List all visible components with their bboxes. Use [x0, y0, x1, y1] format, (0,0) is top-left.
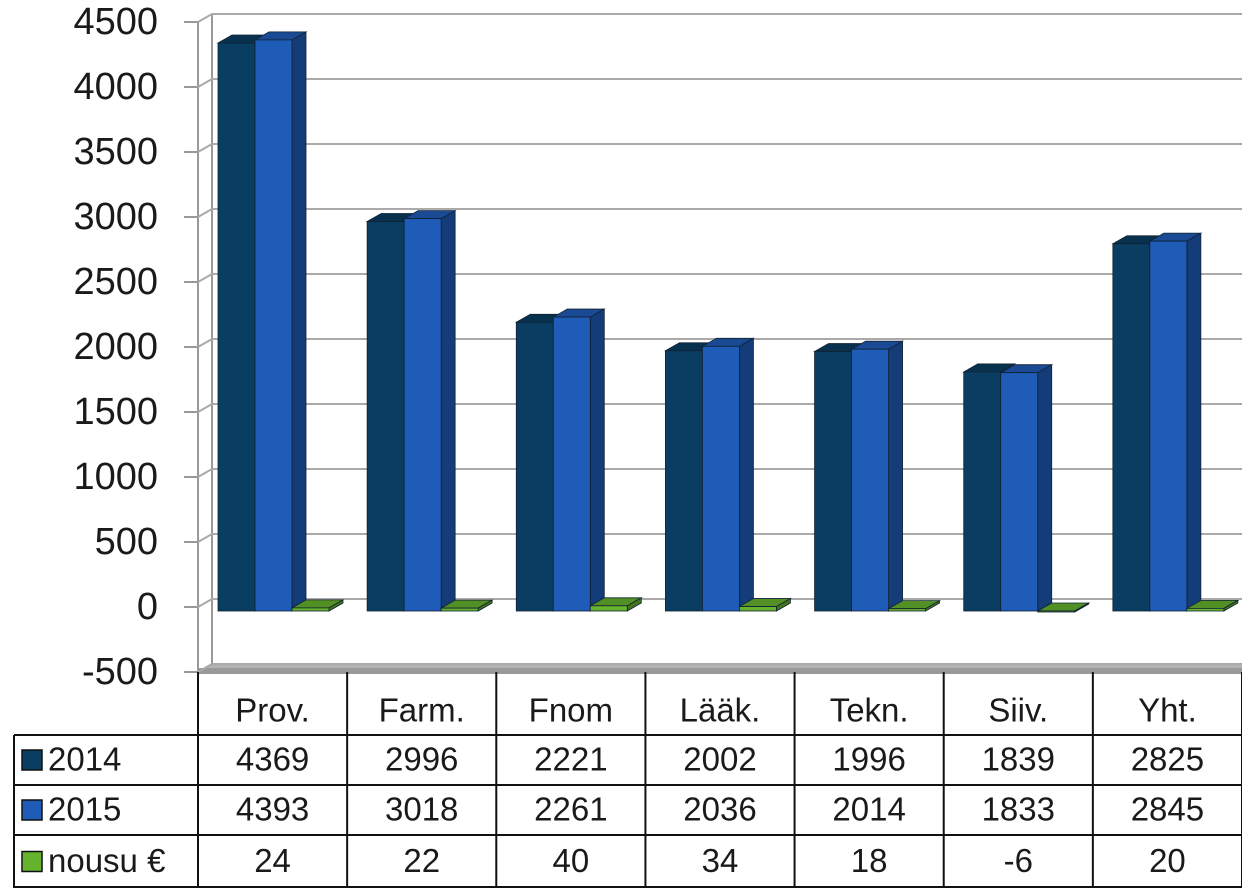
- legend-label: 2015: [48, 791, 121, 828]
- y-tick-label: 500: [95, 521, 158, 563]
- legend-label: 2014: [48, 741, 121, 778]
- floor-edge: [198, 668, 1242, 674]
- bar: [1112, 243, 1151, 612]
- bar-side: [440, 209, 456, 612]
- table-value: 2014: [832, 791, 905, 828]
- table-value: 20: [1149, 842, 1186, 879]
- x-tick-label: Prov.: [235, 692, 310, 729]
- grid-side: [197, 598, 213, 608]
- table-value: 34: [702, 842, 739, 879]
- bar: [665, 350, 703, 612]
- table-value: 18: [851, 842, 888, 879]
- bar: [552, 316, 591, 612]
- grid-side: [197, 533, 213, 543]
- y-tick-label: 1000: [73, 456, 158, 498]
- bar: [1149, 240, 1188, 612]
- table-value: 4369: [236, 741, 309, 778]
- bar: [589, 605, 628, 612]
- bar: [1186, 608, 1225, 612]
- bar: [851, 348, 889, 612]
- x-tick-label: Farm.: [379, 692, 465, 729]
- bar: [515, 321, 554, 612]
- y-tick-label: 4500: [73, 1, 158, 43]
- grid-side: [197, 663, 213, 673]
- bar-side: [1037, 364, 1053, 612]
- x-tick-label: Tekn.: [830, 692, 909, 729]
- bar-side: [291, 31, 307, 612]
- y-tick-label: 1500: [73, 391, 158, 433]
- bar: [1000, 372, 1039, 612]
- table-value: 1996: [832, 741, 905, 778]
- grid-side: [197, 273, 213, 283]
- table-value: 3018: [385, 791, 458, 828]
- table-value: 4393: [236, 791, 309, 828]
- legend-swatch: [21, 850, 43, 873]
- legend-label: nousu €: [48, 842, 165, 879]
- y-tick-label: 4000: [73, 66, 158, 108]
- y-tick-label: 3500: [73, 131, 158, 173]
- grid-side: [197, 403, 213, 413]
- table-value: 2996: [385, 741, 458, 778]
- y-tick-label: 3000: [73, 196, 158, 238]
- table-value: 2002: [683, 741, 756, 778]
- bar: [1037, 610, 1076, 613]
- y-tick-label: -500: [82, 651, 158, 693]
- table-value: 2825: [1131, 741, 1204, 778]
- bar: [739, 606, 777, 612]
- table-value: -6: [1004, 842, 1033, 879]
- table-value: 24: [254, 842, 291, 879]
- bar: [440, 607, 479, 612]
- grid-side: [197, 338, 213, 348]
- grid-side: [197, 13, 213, 23]
- table-value: 2036: [683, 791, 756, 828]
- bar: [702, 345, 740, 612]
- bar-side: [739, 337, 754, 612]
- bar: [291, 607, 330, 612]
- bar-side: [589, 308, 605, 612]
- table-value: 1833: [982, 791, 1055, 828]
- x-tick-label: Fnom: [529, 692, 613, 729]
- bar: [217, 42, 256, 612]
- y-tick-label: 0: [137, 586, 158, 628]
- legend-swatch: [21, 749, 43, 771]
- bar-side: [1186, 232, 1202, 612]
- table-value: 40: [552, 842, 589, 879]
- table-value: 2261: [534, 791, 607, 828]
- bar: [403, 218, 442, 612]
- bar: [963, 371, 1002, 612]
- bar: [254, 39, 293, 612]
- legend-swatch: [21, 799, 43, 821]
- table-value: 22: [403, 842, 440, 879]
- x-tick-label: Lääk.: [680, 692, 761, 729]
- bar-side: [888, 340, 903, 612]
- table-value: 2221: [534, 741, 607, 778]
- table-value: 2845: [1131, 791, 1204, 828]
- table-value: 1839: [982, 741, 1055, 778]
- grid-side: [197, 468, 213, 478]
- grid-side: [197, 143, 213, 153]
- bar: [366, 221, 405, 612]
- bar: [888, 608, 926, 612]
- y-tick-label: 2000: [73, 326, 158, 368]
- y-tick-label: 2500: [73, 261, 158, 303]
- x-tick-label: Siiv.: [988, 692, 1048, 729]
- bar: [814, 351, 852, 612]
- grid-side: [197, 208, 213, 218]
- grid-side: [197, 78, 213, 88]
- x-tick-label: Yht.: [1138, 692, 1197, 729]
